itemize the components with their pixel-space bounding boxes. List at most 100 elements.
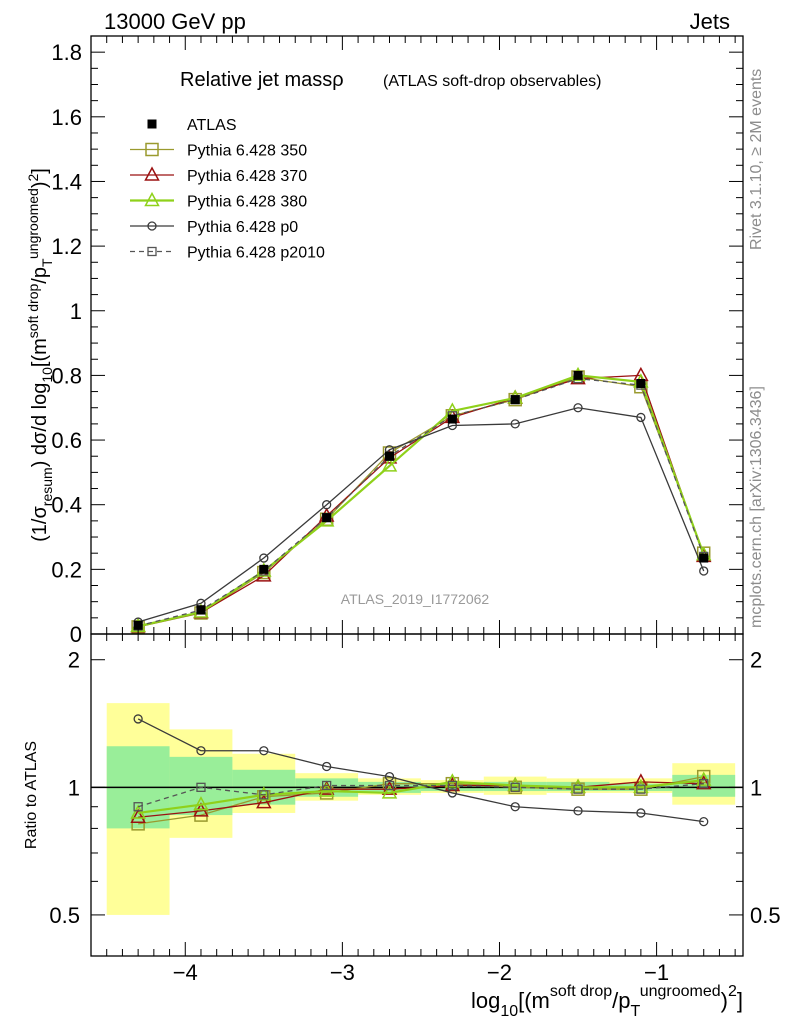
data-point [385,451,395,461]
data-point [144,191,160,207]
y-tick-label: 0.5 [49,903,80,928]
data-point [636,808,646,818]
data-point [256,786,272,801]
data-point [510,395,520,405]
data-point [322,780,332,791]
ratio-plot-frame [90,633,744,957]
data-point [699,553,709,563]
data-point [130,804,146,819]
data-point [322,761,332,772]
main-y-axis-label: (1/σresum) dσ/d log10[(msoft drop/pTungr… [25,168,55,542]
series-line [137,779,704,815]
data-point [510,782,520,792]
y-tick-label-right: 0.5 [750,903,781,928]
plot-title: Relative jet massρ [180,69,344,91]
legend-label: ATLAS [187,117,237,134]
data-point [133,714,143,724]
data-point [145,142,159,157]
y-tick-label: 0.4 [51,493,82,518]
data-point [259,790,269,800]
data-point [573,784,583,794]
data-point [384,771,395,782]
ratio-plot-panel: −4 −3 −2 −1 0.5 0.5 1 1 2 2 [49,633,781,985]
data-point [444,776,461,792]
legend: ATLAS Pythia 6.428 350 Pythia 6.428 370 Pyt… [130,117,325,262]
data-point [699,816,709,827]
data-point [196,605,206,615]
x-tick-label: −3 [330,960,355,985]
data-point [447,780,457,791]
ratio-y-axis-label: Ratio to ATLAS [23,741,40,849]
data-point [636,378,646,388]
data-point [573,806,583,816]
data-point [695,775,712,790]
data-point [696,769,711,784]
data-point [381,784,398,799]
series-line [138,775,704,825]
series-line [137,377,705,627]
data-point [381,457,398,472]
data-point [147,246,157,257]
y-tick-label: 0 [70,622,82,647]
legend-label: Pythia 6.428 380 [187,194,307,211]
x-tick-label: −2 [487,960,512,985]
main-plot-panel: 0 0.2 0.4 0.6 0.8 1 1.2 1.4 1.6 1.8 [51,35,744,956]
x-axis-label: log10[(msoft drop/pTungroomed)2] [471,983,743,1020]
series-line [137,718,704,823]
data-point [144,166,160,181]
y-tick-label: 1 [68,775,80,800]
data-point [322,500,332,510]
data-point [133,802,143,812]
data-point [147,221,157,231]
data-point [699,566,709,576]
data-point [573,403,583,413]
y-tick-label: 0.8 [51,363,82,388]
data-point [510,419,520,429]
legend-label: Pythia 6.428 p2010 [187,245,325,262]
x-tick-label: −4 [173,960,198,985]
series-line [137,407,705,623]
data-point [384,780,395,791]
y-tick-label: 1 [70,299,82,324]
y-tick-label-right: 1 [750,775,762,800]
data-point [573,370,583,380]
source-label: mcplots.cern.ch [arXiv:1306.3436] [748,386,765,628]
y-tick-label: 0.6 [51,428,82,453]
data-point [130,808,146,823]
energy-label: 13000 GeV pp [104,9,246,34]
data-point [318,780,335,795]
data-point [259,564,269,574]
data-point [699,779,709,789]
y-tick-label: 1.6 [51,105,82,130]
data-point [133,620,143,630]
data-point [196,782,206,792]
data-point [636,784,646,794]
series-line [137,374,705,628]
data-point [633,778,649,794]
process-label: Jets [690,9,730,34]
legend-label: Pythia 6.428 370 [187,168,307,185]
data-point [256,794,272,809]
data-point [196,746,206,756]
y-tick-label: 1.8 [51,40,82,65]
data-point [507,776,523,792]
analysis-label: ATLAS_2019_I1772062 [341,591,490,607]
data-point [147,119,157,129]
y-tick-label: 0.2 [51,557,82,582]
data-point [193,796,209,811]
data-point [570,778,586,794]
data-point [634,782,648,796]
data-point [259,553,269,563]
y-tick-label: 2 [68,648,80,673]
data-point [381,780,398,795]
rivet-label: Rivet 3.1.10, ≥ 2M events [748,69,765,250]
data-point [259,746,269,756]
y-tick-label: 1.4 [51,169,82,194]
legend-label: Pythia 6.428 350 [187,143,307,160]
data-point [510,802,520,812]
x-tick-label: −1 [644,960,669,985]
series-line [137,374,705,628]
data-point [322,513,332,523]
legend-label: Pythia 6.428 p0 [187,219,298,236]
data-point [636,412,646,423]
